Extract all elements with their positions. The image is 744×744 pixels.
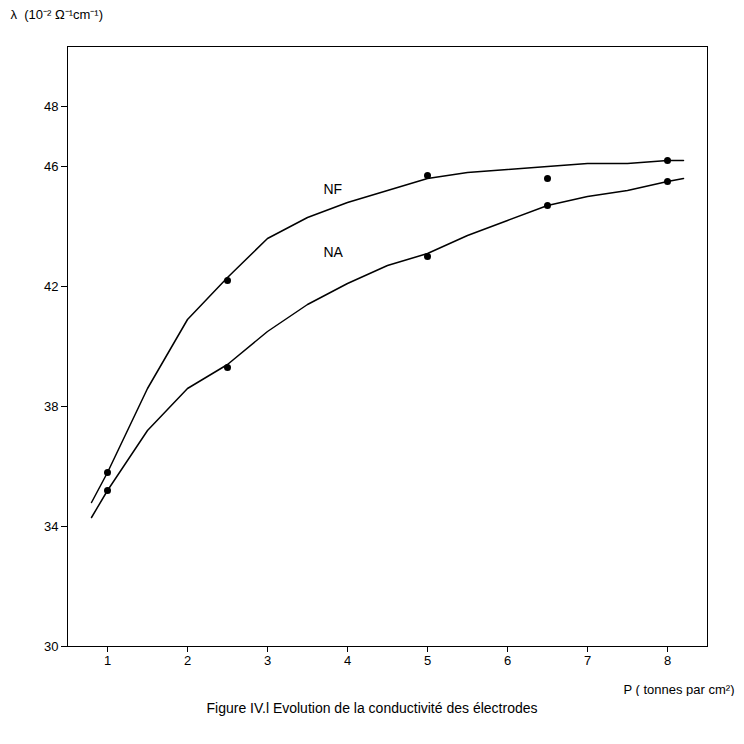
svg-text:5: 5 bbox=[424, 653, 431, 668]
svg-text:38: 38 bbox=[44, 399, 58, 414]
svg-text:3: 3 bbox=[264, 653, 271, 668]
svg-text:λ (10⁻² Ω⁻¹cm⁻¹): λ (10⁻² Ω⁻¹cm⁻¹) bbox=[11, 7, 104, 22]
svg-text:NF: NF bbox=[324, 181, 343, 197]
svg-text:30: 30 bbox=[44, 639, 58, 654]
svg-text:2: 2 bbox=[184, 653, 191, 668]
svg-text:8: 8 bbox=[664, 653, 671, 668]
svg-text:34: 34 bbox=[44, 519, 58, 534]
html-text:Figure IV.l Evolution de la co: Figure IV.l Evolution de la conductivité… bbox=[206, 700, 538, 716]
svg-text:42: 42 bbox=[44, 279, 58, 294]
svg-text:P ( tonnes par cm²): P ( tonnes par cm²) bbox=[623, 682, 734, 697]
svg-text:1: 1 bbox=[104, 653, 111, 668]
svg-text:NA: NA bbox=[324, 244, 344, 260]
svg-text:6: 6 bbox=[504, 653, 511, 668]
svg-text:7: 7 bbox=[584, 653, 591, 668]
svg-text:46: 46 bbox=[44, 159, 58, 174]
svg-text:48: 48 bbox=[44, 99, 58, 114]
svg-text:4: 4 bbox=[344, 653, 351, 668]
